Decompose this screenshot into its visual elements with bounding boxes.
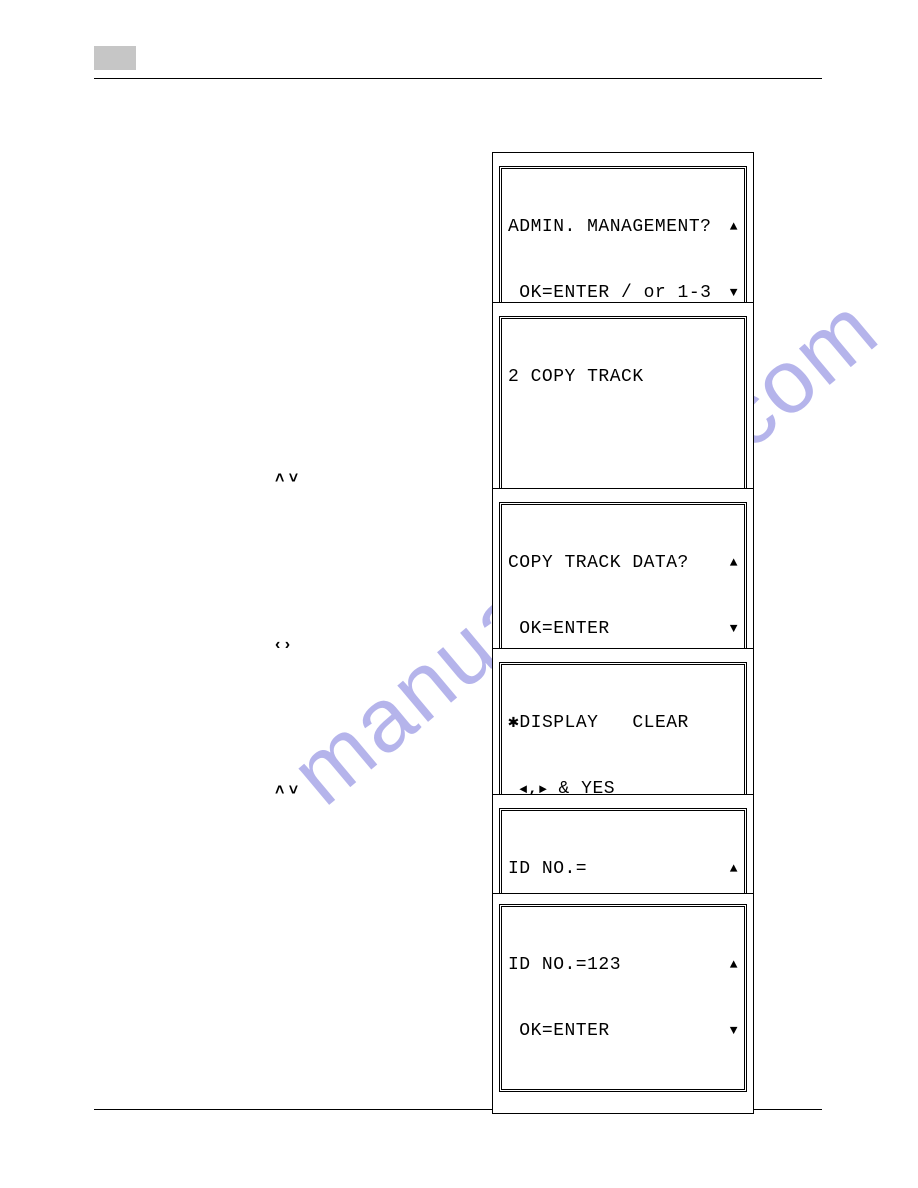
page-number-marker <box>94 46 136 70</box>
arrow-down-icon: ▼ <box>730 282 738 304</box>
arrow-up-icon: ▲ <box>730 552 738 574</box>
lcd-screen-id-no-enter: ID NO.=123 ▲ OK=ENTER ▼ <box>492 893 754 1114</box>
navigation-carets-updown: ˄ ˅ <box>275 782 298 800</box>
navigation-carets-updown: ˄ ˅ <box>275 470 298 488</box>
lcd-line-2: OK=ENTER <box>508 1020 610 1042</box>
lcd-line-1: 2 COPY TRACK <box>508 366 644 388</box>
lcd-line-1: ID NO.= <box>508 858 587 880</box>
lcd-line-1: ID NO.=123 <box>508 954 621 976</box>
arrow-down-icon: ▼ <box>730 618 738 640</box>
lcd-line-1: COPY TRACK DATA? <box>508 552 689 574</box>
lcd-line-1: ✱DISPLAY CLEAR <box>508 712 689 734</box>
lcd-inner: ID NO.=123 ▲ OK=ENTER ▼ <box>499 904 747 1092</box>
lcd-line-2 <box>508 432 519 454</box>
arrow-up-icon: ▲ <box>730 954 738 976</box>
arrow-up-icon: ▲ <box>730 858 738 880</box>
lcd-inner: 2 COPY TRACK <box>499 316 747 504</box>
lcd-line-2: OK=ENTER <box>508 618 610 640</box>
arrow-down-icon: ▼ <box>730 1020 738 1042</box>
navigation-carets-leftright: ‹ › <box>275 636 290 654</box>
lcd-line-1: ADMIN. MANAGEMENT? <box>508 216 711 238</box>
arrow-up-icon: ▲ <box>730 216 738 238</box>
lcd-line-2: OK=ENTER / or 1-3 <box>508 282 711 304</box>
header-rule <box>94 78 822 79</box>
